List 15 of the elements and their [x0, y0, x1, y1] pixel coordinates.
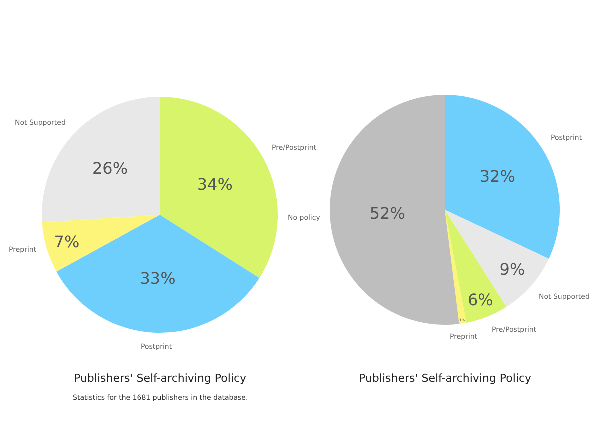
data-label: 7%: [54, 232, 80, 252]
data-label: 6%: [468, 290, 494, 310]
data-label: 26%: [92, 158, 128, 178]
pie-slice: [330, 95, 460, 325]
pie-slice: [42, 215, 160, 272]
pie-slice: [56, 215, 260, 333]
data-label: 33%: [140, 268, 176, 288]
data-label: 32%: [480, 167, 516, 186]
text: Publishers' Self-archiving Policy: [74, 372, 248, 385]
pie-slice: [445, 210, 467, 324]
data-label: 9%: [500, 260, 526, 279]
data-label: 34%: [197, 175, 233, 194]
data-label: 52%: [370, 204, 406, 224]
pie-slice: [445, 210, 550, 308]
text: Publishers' Self-archiving Policy: [359, 372, 532, 385]
